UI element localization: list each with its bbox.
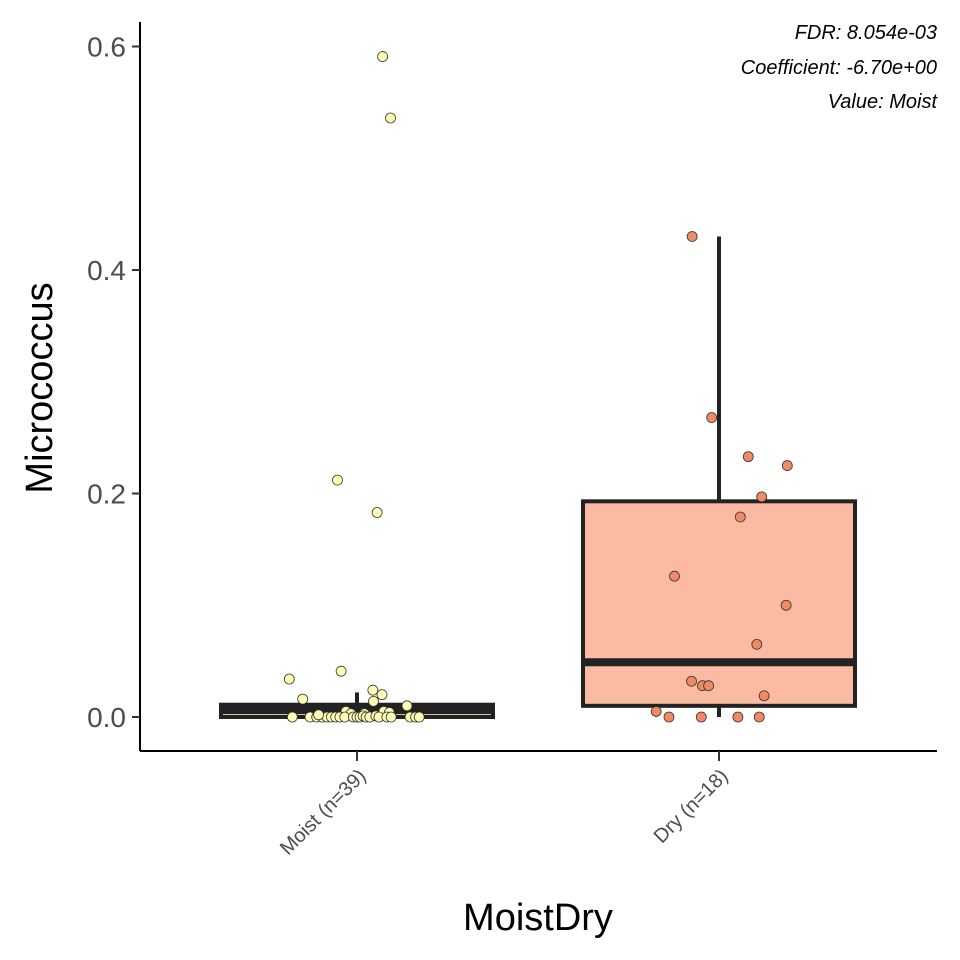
x-ticks: Moist (n=39) Dry (n=18) [276, 751, 733, 860]
y-axis-title: Micrococcus [19, 282, 61, 493]
x-tick-label: Dry (n=18) [650, 765, 733, 848]
points-layer [283, 51, 793, 723]
data-point [706, 412, 718, 423]
data-point [732, 711, 744, 723]
y-tick-label: 0.2 [87, 479, 126, 510]
data-point [376, 689, 388, 701]
data-point [686, 675, 697, 687]
data-point [377, 51, 389, 62]
data-point [756, 491, 768, 503]
data-point [367, 684, 379, 696]
data-point [669, 570, 680, 582]
data-point [686, 231, 698, 242]
annotation-fdr: FDR: 8.054e-03 [795, 22, 937, 44]
data-point [751, 638, 763, 650]
data-point [663, 711, 675, 723]
data-point [695, 711, 707, 723]
data-point [781, 460, 793, 471]
data-point [385, 112, 396, 124]
x-tick-label: Moist (n=39) [276, 765, 371, 860]
data-point [758, 690, 770, 702]
box-layer [219, 236, 857, 720]
data-point [283, 673, 295, 685]
data-point [313, 709, 324, 721]
axes-layer [139, 22, 937, 752]
data-point [780, 599, 792, 611]
data-point [703, 680, 715, 692]
data-point [650, 706, 662, 717]
data-point [286, 711, 298, 723]
data-point [335, 665, 347, 677]
data-point [413, 711, 425, 723]
annotation-value: Value: Moist [828, 91, 939, 113]
y-tick-label: 0.4 [87, 255, 126, 286]
data-point [742, 451, 754, 463]
y-tick-label: 0.0 [87, 702, 126, 733]
data-point [371, 507, 383, 518]
data-point [385, 711, 397, 723]
data-point [368, 695, 379, 707]
annotation-coefficient: Coefficient: -6.70e+00 [741, 57, 937, 79]
data-point [401, 700, 413, 712]
y-tick-label: 0.6 [87, 32, 126, 63]
data-point [332, 474, 343, 486]
y-ticks: 0.0 0.2 0.4 0.6 [87, 32, 140, 733]
x-axis-title: MoistDry [463, 897, 613, 939]
box-rect [581, 499, 857, 708]
data-point [297, 693, 309, 705]
data-point [734, 511, 746, 523]
data-point [753, 711, 765, 723]
